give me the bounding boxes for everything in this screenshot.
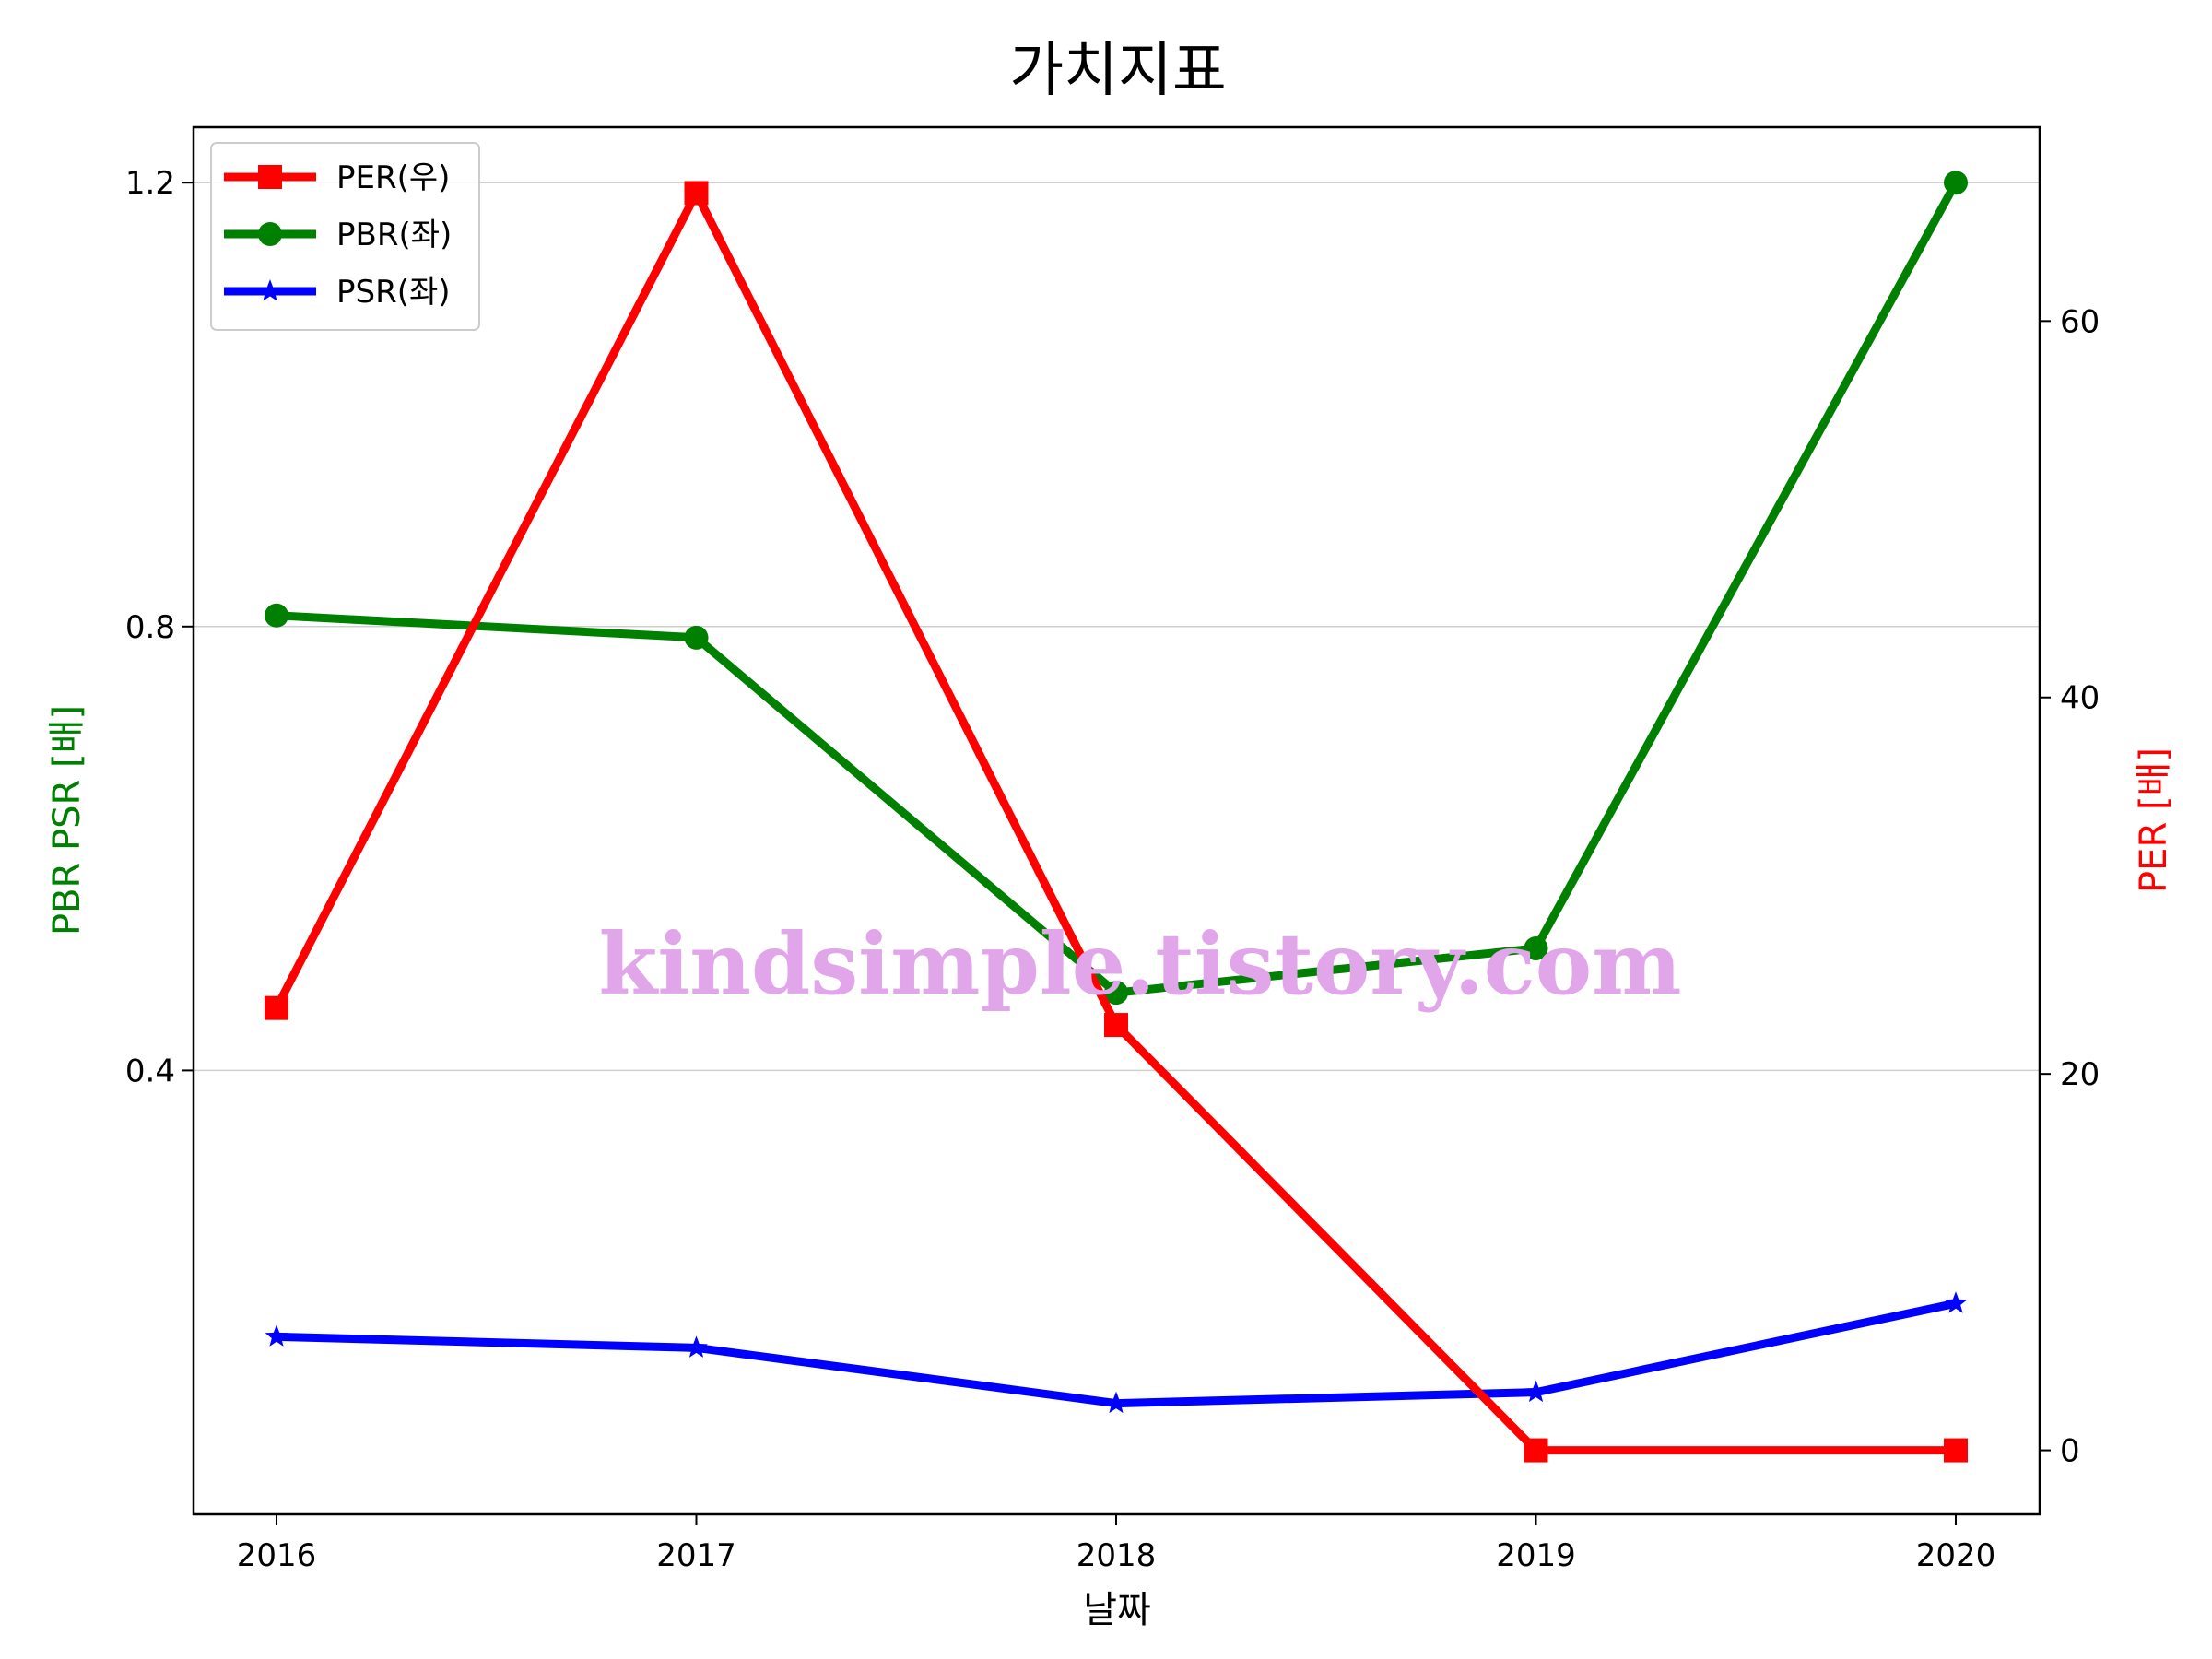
data-point — [684, 181, 709, 206]
x-axis-label: 날짜 — [1083, 1589, 1151, 1631]
plot-frame — [192, 125, 2041, 1516]
watermark: kindsimple.tistory.com — [598, 914, 1681, 1014]
left-y-tick-label: 0.4 — [125, 1053, 175, 1089]
x-tick-label: 2017 — [656, 1537, 736, 1574]
data-point — [1944, 1291, 1968, 1313]
right-y-tick-label: 0 — [2060, 1433, 2080, 1470]
left-y-tick-label: 1.2 — [125, 165, 175, 202]
chart-title: 가치지표 — [1009, 37, 1227, 105]
right-y-tick-label: 40 — [2060, 680, 2100, 717]
data-point — [1104, 1013, 1128, 1038]
left-y-tick-label: 0.8 — [125, 609, 175, 646]
legend-label: PER(우) — [336, 159, 450, 196]
series-line — [272, 178, 1960, 997]
data-point — [1524, 1380, 1547, 1403]
series-line — [272, 1299, 1960, 1408]
data-point — [265, 995, 288, 1020]
x-axis-ticks: 2016 2017 2018 2019 2020 — [237, 1514, 1996, 1574]
legend-label: PBR(좌) — [336, 217, 452, 253]
data-point — [684, 625, 709, 650]
legend-label: PSR(좌) — [336, 274, 451, 311]
data-point — [1524, 935, 1548, 960]
x-tick-label: 2016 — [237, 1537, 317, 1574]
legend-item: PBR(좌) — [224, 217, 452, 253]
legend-marker — [258, 279, 282, 301]
data-point — [265, 1324, 288, 1347]
data-point — [1104, 981, 1128, 1006]
legend: PER(우) PBR(좌) PSR(좌) — [210, 142, 480, 331]
x-tick-label: 2018 — [1077, 1537, 1157, 1574]
legend-marker — [258, 165, 282, 189]
right-y-axis-label: PER [배] — [2133, 747, 2175, 893]
left-y-axis-ticks: 0.4 0.8 1.2 — [125, 165, 194, 1089]
x-tick-label: 2020 — [1916, 1537, 1996, 1574]
legend-item: PER(우) — [224, 159, 450, 196]
data-point — [1944, 1438, 1968, 1463]
data-point — [1104, 1391, 1128, 1414]
legend-box — [210, 142, 480, 331]
data-point — [1944, 171, 1968, 195]
right-y-axis-ticks: 0 20 40 60 — [2040, 303, 2100, 1470]
right-y-tick-label: 60 — [2060, 303, 2100, 340]
series-PBR(좌) — [265, 171, 1968, 1006]
data-point — [1524, 1438, 1548, 1463]
left-y-axis-label: PBR PSR [배] — [46, 705, 88, 935]
x-tick-label: 2019 — [1496, 1537, 1576, 1574]
series-layer — [265, 171, 1968, 1463]
legend-item: PSR(좌) — [224, 274, 451, 311]
legend-marker — [258, 222, 282, 246]
data-point — [265, 603, 288, 628]
right-y-tick-label: 20 — [2060, 1056, 2100, 1093]
series-PER(우) — [265, 181, 1968, 1463]
series-PSR(좌) — [265, 1291, 1968, 1414]
data-point — [685, 1335, 708, 1358]
series-line — [272, 189, 1960, 1455]
